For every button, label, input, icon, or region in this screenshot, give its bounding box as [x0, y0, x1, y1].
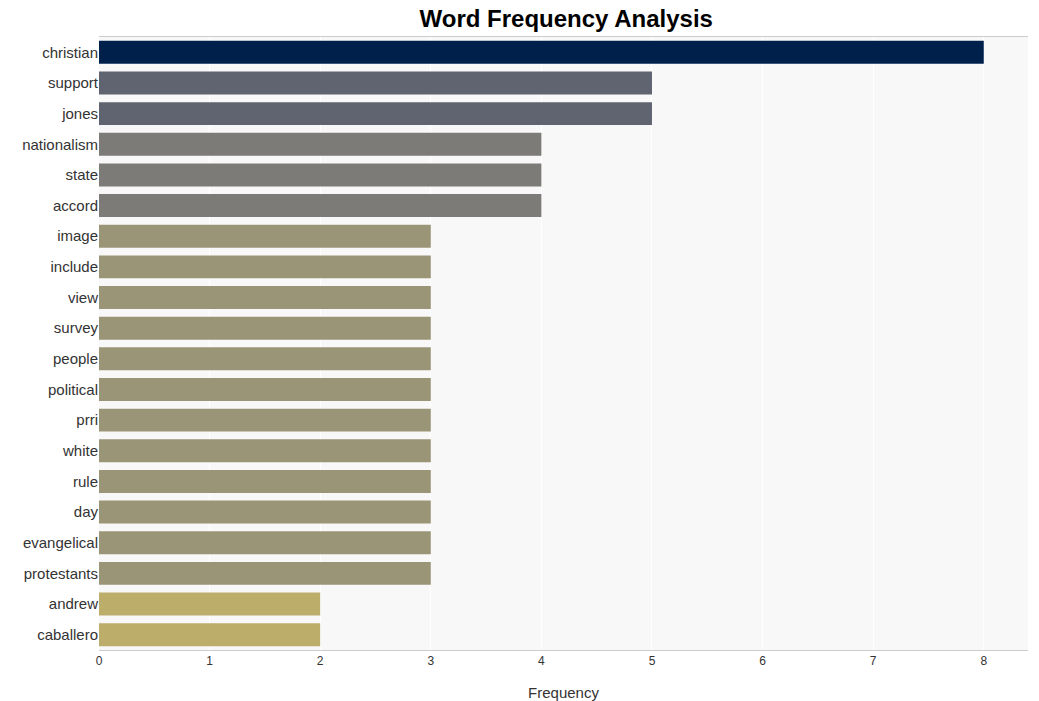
svg-text:people: people [53, 350, 98, 367]
svg-text:8: 8 [980, 654, 987, 668]
svg-text:political: political [48, 381, 98, 398]
svg-text:jones: jones [61, 105, 98, 122]
svg-text:image: image [57, 227, 98, 244]
svg-text:include: include [50, 258, 98, 275]
svg-text:6: 6 [759, 654, 766, 668]
svg-text:prri: prri [76, 411, 98, 428]
svg-text:Word Frequency Analysis: Word Frequency Analysis [420, 5, 713, 32]
svg-text:7: 7 [870, 654, 877, 668]
svg-text:state: state [65, 166, 98, 183]
svg-text:white: white [62, 442, 98, 459]
svg-text:protestants: protestants [24, 565, 98, 582]
svg-text:0: 0 [96, 654, 103, 668]
svg-text:view: view [68, 289, 98, 306]
svg-text:4: 4 [538, 654, 545, 668]
svg-text:3: 3 [427, 654, 434, 668]
svg-text:christian: christian [42, 44, 98, 61]
svg-text:survey: survey [54, 319, 99, 336]
svg-text:day: day [74, 503, 99, 520]
svg-text:2: 2 [317, 654, 324, 668]
svg-text:5: 5 [649, 654, 656, 668]
svg-text:evangelical: evangelical [23, 534, 98, 551]
svg-text:caballero: caballero [37, 626, 98, 643]
svg-text:andrew: andrew [49, 595, 98, 612]
svg-text:Frequency: Frequency [528, 684, 599, 701]
svg-text:nationalism: nationalism [22, 136, 98, 153]
svg-text:accord: accord [53, 197, 98, 214]
svg-text:support: support [48, 74, 99, 91]
svg-text:1: 1 [206, 654, 213, 668]
svg-text:rule: rule [73, 473, 98, 490]
